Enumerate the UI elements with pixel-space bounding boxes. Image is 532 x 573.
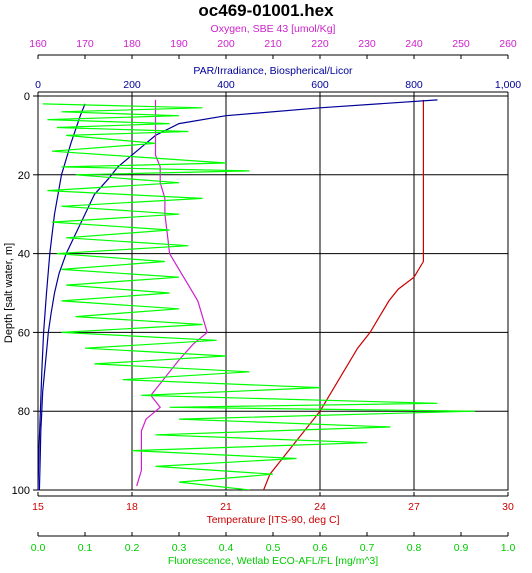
par-tick-label: 0 <box>35 79 41 91</box>
depth-tick-label: 40 <box>18 249 30 261</box>
depth-tick-label: 100 <box>12 485 30 497</box>
fluorescence-tick-label: 0.1 <box>78 542 93 554</box>
par-tick-label: 800 <box>405 79 423 91</box>
oxygen-tick-label: 220 <box>311 38 329 50</box>
fluorescence-tick-label: 0.2 <box>125 542 140 554</box>
fluorescence-profile-line <box>42 103 476 490</box>
temperature-tick-label: 21 <box>220 501 232 513</box>
temperature-profile-line <box>263 99 424 490</box>
oxygen-tick-label: 250 <box>452 38 470 50</box>
oxygen-tick-label: 180 <box>123 38 141 50</box>
temperature-tick-label: 27 <box>408 501 420 513</box>
par-profile-line <box>38 103 86 490</box>
depth-tick-label: 20 <box>18 170 30 182</box>
chart-title: oc469-01001.hex <box>198 1 334 20</box>
fluorescence-tick-label: 0.0 <box>31 542 46 554</box>
fluorescence-axis-title: Fluorescence, Wetlab ECO-AFL/FL [mg/m^3] <box>168 555 378 567</box>
temperature-tick-label: 30 <box>502 501 514 513</box>
fluorescence-tick-label: 0.7 <box>360 542 375 554</box>
oxygen-tick-label: 200 <box>217 38 235 50</box>
oxygen-axis-title: Oxygen, SBE 43 [umol/Kg] <box>211 23 336 35</box>
depth-tick-label: 60 <box>18 327 30 339</box>
par-tick-label: 1,000 <box>495 79 521 91</box>
fluorescence-tick-label: 0.6 <box>313 542 328 554</box>
oxygen-tick-label: 190 <box>170 38 188 50</box>
plot-frame <box>37 95 509 491</box>
temperature-tick-label: 24 <box>314 501 326 513</box>
oxygen-tick-label: 210 <box>264 38 282 50</box>
fluorescence-tick-label: 0.9 <box>454 542 469 554</box>
fluorescence-tick-label: 0.8 <box>407 542 422 554</box>
depth-tick-label: 0 <box>24 91 30 103</box>
par-tick-label: 600 <box>311 79 329 91</box>
temperature-tick-label: 15 <box>32 501 44 513</box>
fluorescence-tick-label: 0.4 <box>219 542 234 554</box>
oxygen-tick-label: 170 <box>76 38 94 50</box>
oxygen-tick-label: 230 <box>358 38 376 50</box>
oxygen-tick-label: 240 <box>405 38 423 50</box>
fluorescence-tick-label: 1.0 <box>501 542 516 554</box>
depth-axis-title: Depth [salt water, m] <box>3 243 15 343</box>
par-axis-title: PAR/Irradiance, Biospherical/Licor <box>193 65 353 77</box>
par-tick-label: 400 <box>217 79 235 91</box>
fluorescence-tick-label: 0.3 <box>172 542 187 554</box>
fluorescence-tick-label: 0.5 <box>266 542 281 554</box>
oxygen-tick-label: 160 <box>29 38 47 50</box>
par-tick-label: 200 <box>123 79 141 91</box>
temperature-axis-title: Temperature [ITS-90, deg C] <box>206 514 339 526</box>
temperature-tick-label: 18 <box>126 501 138 513</box>
oxygen-tick-label: 260 <box>499 38 517 50</box>
depth-tick-label: 80 <box>18 406 30 418</box>
